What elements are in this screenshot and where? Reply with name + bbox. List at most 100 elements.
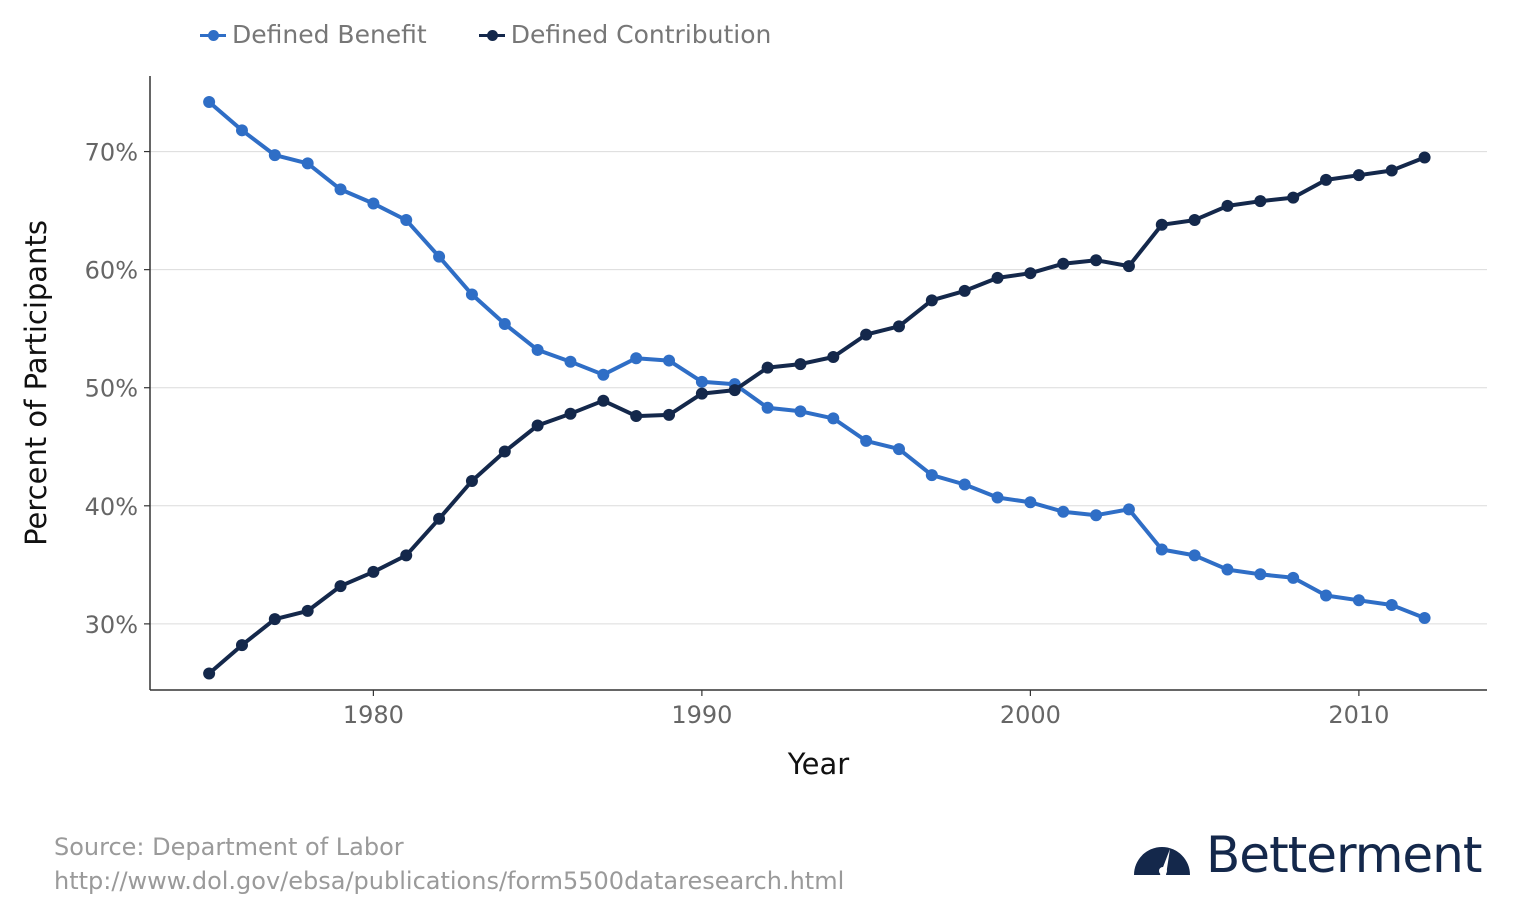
source-url: http://www.dol.gov/ebsa/publications/for… [54, 867, 845, 895]
legend-label-defined-benefit: Defined Benefit [232, 20, 427, 49]
data-point-defined-contribution [400, 549, 413, 562]
data-point-defined-contribution [1320, 173, 1333, 186]
legend-key-defined-contribution [478, 29, 505, 41]
data-point-defined-contribution [1155, 218, 1168, 231]
data-point-defined-benefit [1057, 505, 1070, 518]
data-point-defined-contribution [465, 475, 478, 488]
data-point-defined-contribution [433, 512, 446, 525]
legend-label-defined-contribution: Defined Contribution [510, 20, 772, 49]
data-point-defined-contribution [892, 320, 905, 333]
x-axis-title: Year [787, 747, 849, 781]
y-tick-label: 70% [85, 139, 138, 167]
data-point-defined-contribution [1287, 191, 1300, 204]
data-point-defined-contribution [235, 639, 248, 652]
chart-legend: Defined Benefit Defined Contribution [200, 20, 771, 49]
data-point-defined-benefit [203, 95, 216, 108]
source-line: Source: Department of Labor [54, 833, 404, 861]
data-point-defined-benefit [761, 401, 774, 414]
data-point-defined-benefit [630, 352, 643, 365]
data-point-defined-contribution [695, 387, 708, 400]
data-point-defined-benefit [433, 250, 446, 263]
data-point-defined-benefit [1287, 571, 1300, 584]
data-point-defined-contribution [203, 667, 216, 680]
legend-item-defined-contribution: Defined Contribution [478, 20, 772, 49]
y-tick-label: 50% [85, 375, 138, 403]
data-point-defined-contribution [268, 613, 281, 626]
data-point-defined-benefit [991, 491, 1004, 504]
data-point-defined-benefit [465, 288, 478, 301]
data-point-defined-benefit [1385, 598, 1398, 611]
data-point-defined-contribution [761, 361, 774, 374]
data-point-defined-benefit [1254, 568, 1267, 581]
data-point-defined-benefit [925, 469, 938, 482]
data-point-defined-contribution [1254, 195, 1267, 208]
data-point-defined-benefit [827, 412, 840, 425]
data-point-defined-benefit [1352, 594, 1365, 607]
brand-name: Betterment [1206, 826, 1482, 884]
x-tick-label: 2010 [1328, 701, 1389, 729]
data-point-defined-benefit [564, 355, 577, 368]
y-tick-label: 40% [85, 493, 138, 521]
data-point-defined-benefit [1122, 503, 1135, 516]
data-point-defined-benefit [794, 405, 807, 418]
data-point-defined-contribution [531, 419, 544, 432]
data-point-defined-contribution [1418, 151, 1431, 164]
data-point-defined-benefit [663, 354, 676, 367]
data-point-defined-benefit [1155, 543, 1168, 556]
speedometer-logo-icon [1134, 847, 1190, 875]
data-point-defined-contribution [1122, 260, 1135, 273]
data-point-defined-benefit [235, 124, 248, 137]
data-point-defined-contribution [1024, 267, 1037, 280]
data-point-defined-benefit [695, 375, 708, 388]
data-point-defined-benefit [958, 478, 971, 491]
data-point-defined-contribution [794, 358, 807, 371]
y-tick-label: 60% [85, 257, 138, 285]
data-point-defined-contribution [663, 408, 676, 421]
source-note: Source: Department of Labor http://www.d… [54, 830, 844, 898]
data-point-defined-contribution [925, 294, 938, 307]
data-point-defined-contribution [564, 407, 577, 420]
data-point-defined-contribution [991, 271, 1004, 284]
data-point-defined-contribution [1057, 257, 1070, 270]
data-point-defined-benefit [531, 343, 544, 356]
data-point-defined-benefit [1221, 563, 1234, 576]
data-point-defined-contribution [1385, 164, 1398, 177]
data-point-defined-benefit [367, 197, 380, 210]
data-point-defined-benefit [597, 368, 610, 381]
data-point-defined-benefit [1418, 611, 1431, 624]
data-point-defined-contribution [630, 410, 643, 423]
data-point-defined-contribution [498, 445, 511, 458]
data-point-defined-benefit [1090, 509, 1103, 522]
x-tick-label: 2000 [1000, 701, 1061, 729]
data-point-defined-benefit [1320, 589, 1333, 602]
y-axis-title: Percent of Participants [19, 220, 53, 546]
data-point-defined-contribution [1188, 214, 1201, 227]
data-point-defined-contribution [958, 284, 971, 297]
legend-item-defined-benefit: Defined Benefit [200, 20, 427, 49]
data-point-defined-benefit [1024, 496, 1037, 509]
x-tick-label: 1980 [343, 701, 404, 729]
x-tick-label: 1990 [671, 701, 732, 729]
data-point-defined-contribution [334, 580, 347, 593]
data-point-defined-contribution [827, 351, 840, 364]
brand-logo: Betterment [1130, 826, 1482, 884]
data-point-defined-contribution [1352, 169, 1365, 182]
data-point-defined-contribution [597, 394, 610, 407]
data-point-defined-benefit [498, 317, 511, 330]
data-point-defined-contribution [367, 565, 380, 578]
data-point-defined-contribution [860, 328, 873, 341]
data-point-defined-benefit [334, 183, 347, 196]
y-tick-label: 30% [85, 611, 138, 639]
data-point-defined-contribution [728, 384, 741, 397]
data-point-defined-contribution [301, 604, 314, 617]
data-point-defined-benefit [892, 443, 905, 456]
data-point-defined-contribution [1221, 199, 1234, 212]
data-point-defined-benefit [301, 157, 314, 170]
legend-key-defined-benefit [200, 29, 226, 41]
data-point-defined-contribution [1090, 254, 1103, 267]
data-point-defined-benefit [1188, 549, 1201, 562]
data-point-defined-benefit [860, 434, 873, 447]
data-point-defined-benefit [400, 214, 413, 227]
data-point-defined-benefit [268, 149, 281, 162]
